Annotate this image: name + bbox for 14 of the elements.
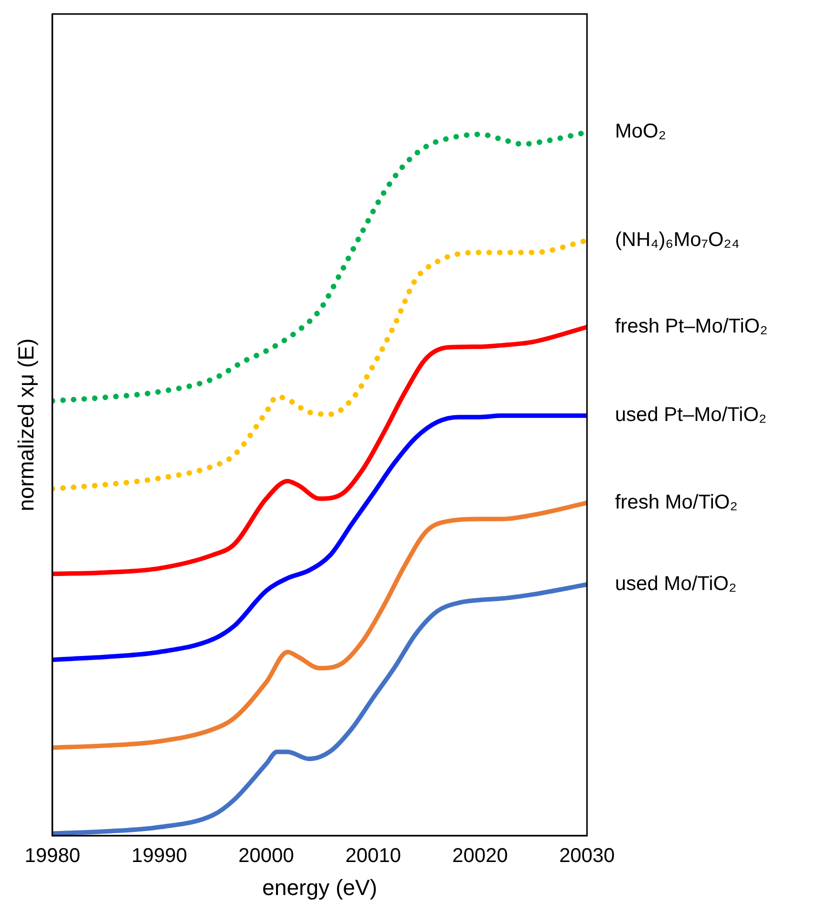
x-tick-label: 19980 (24, 845, 80, 868)
series-label: MoO₂ (615, 120, 666, 143)
series-label: used Pt–Mo/TiO₂ (615, 404, 767, 426)
x-tick-label: 19990 (132, 845, 188, 868)
series-label: used Mo/TiO₂ (615, 572, 737, 595)
series-label: (NH₄)₆Mo₇O₂₄ (615, 229, 740, 252)
x-tick-label: 20000 (238, 845, 294, 868)
x-tick-label: 20010 (345, 845, 401, 868)
y-axis-title: normalized xμ (E) (13, 338, 38, 512)
x-tick-label: 20020 (452, 845, 508, 868)
series-label: fresh Mo/TiO₂ (615, 491, 738, 514)
x-axis-title: energy (eV) (262, 874, 378, 900)
series-label: fresh Pt–Mo/TiO₂ (615, 316, 768, 338)
x-tick-label: 20030 (559, 845, 615, 868)
